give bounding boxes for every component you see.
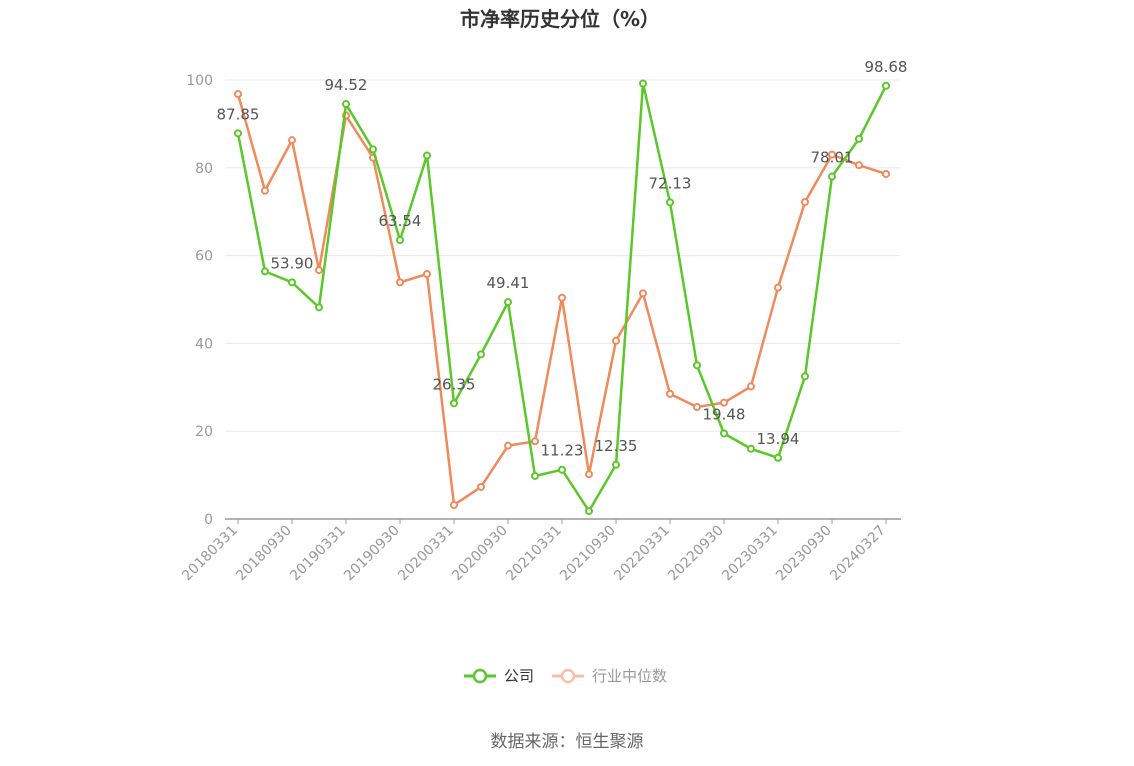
- data-point[interactable]: [342, 100, 350, 109]
- data-point[interactable]: [531, 471, 539, 480]
- data-point[interactable]: [369, 145, 377, 154]
- y-tick-label: 40: [195, 336, 213, 352]
- data-label: 98.68: [865, 58, 908, 76]
- data-point[interactable]: [504, 441, 512, 450]
- x-tick-label: 20230930: [773, 523, 835, 585]
- x-tick-label: 20190331: [287, 523, 349, 585]
- data-label: 49.41: [487, 274, 530, 292]
- legend-marker-company: [472, 668, 488, 684]
- data-point[interactable]: [666, 389, 674, 398]
- data-point[interactable]: [234, 90, 242, 99]
- series-layer: [234, 79, 890, 516]
- data-point[interactable]: [747, 382, 755, 391]
- data-label: 26.35: [433, 375, 476, 393]
- data-point[interactable]: [747, 444, 755, 453]
- data-point[interactable]: [558, 293, 566, 302]
- x-tick-label: 20180331: [179, 523, 241, 585]
- data-point[interactable]: [639, 79, 647, 88]
- x-tick-label: 20240327: [827, 523, 889, 585]
- x-tick-label: 20210930: [557, 523, 619, 585]
- legend-label-company: 公司: [504, 667, 534, 685]
- data-point[interactable]: [774, 453, 782, 462]
- x-axis: 2018033120180930201903312019093020200331…: [179, 518, 901, 585]
- legend-item-company[interactable]: 公司: [464, 667, 534, 685]
- data-point[interactable]: [855, 134, 863, 143]
- data-point[interactable]: [396, 236, 404, 245]
- y-axis: 0 20 40 60 80 100: [186, 73, 213, 528]
- data-point[interactable]: [612, 460, 620, 469]
- data-point[interactable]: [450, 500, 458, 509]
- x-tick-label: 20230331: [719, 523, 781, 585]
- data-label: 12.35: [595, 437, 638, 455]
- data-label: 63.54: [379, 212, 422, 230]
- x-tick-label: 20200331: [395, 523, 457, 585]
- series-company: [234, 79, 890, 516]
- y-tick-label: 80: [195, 161, 213, 177]
- data-point[interactable]: [315, 266, 323, 275]
- data-point[interactable]: [693, 403, 701, 412]
- data-source: 数据来源：恒生聚源: [491, 732, 644, 752]
- data-point[interactable]: [855, 161, 863, 170]
- x-tick-label: 20220930: [665, 523, 727, 585]
- data-point[interactable]: [396, 278, 404, 287]
- x-tick-label: 20180930: [233, 523, 295, 585]
- data-point[interactable]: [558, 465, 566, 474]
- data-label: 78.01: [811, 149, 854, 167]
- data-point[interactable]: [828, 172, 836, 181]
- x-tick-label: 20220331: [611, 523, 673, 585]
- data-point[interactable]: [828, 150, 836, 159]
- data-point[interactable]: [720, 429, 728, 438]
- data-point[interactable]: [882, 81, 890, 90]
- data-point[interactable]: [261, 267, 269, 276]
- data-point[interactable]: [801, 198, 809, 207]
- y-tick-label: 0: [204, 512, 213, 528]
- data-point[interactable]: [504, 298, 512, 307]
- data-point[interactable]: [585, 470, 593, 479]
- data-label: 87.85: [217, 105, 260, 123]
- chart-title: 市净率历史分位（%）: [460, 7, 660, 31]
- legend-marker-industry-median: [560, 668, 576, 684]
- series-industry-median: [234, 90, 890, 509]
- data-point[interactable]: [315, 303, 323, 312]
- data-point[interactable]: [477, 350, 485, 359]
- data-point[interactable]: [801, 372, 809, 381]
- legend-item-industry-median[interactable]: 行业中位数: [552, 667, 667, 685]
- data-label: 19.48: [703, 405, 746, 423]
- data-point[interactable]: [612, 336, 620, 345]
- y-tick-label: 20: [195, 424, 213, 440]
- data-point[interactable]: [666, 198, 674, 207]
- x-tick-label: 20210331: [503, 523, 565, 585]
- data-label: 11.23: [541, 442, 584, 460]
- data-point[interactable]: [423, 151, 431, 160]
- data-point[interactable]: [531, 437, 539, 446]
- x-tick-label: 20200930: [449, 523, 511, 585]
- data-label: 13.94: [757, 430, 800, 448]
- data-point[interactable]: [639, 289, 647, 298]
- data-label: 94.52: [325, 76, 368, 94]
- x-tick-label: 20190930: [341, 523, 403, 585]
- legend-label-industry-median: 行业中位数: [592, 667, 667, 685]
- data-point[interactable]: [882, 169, 890, 178]
- data-point[interactable]: [288, 136, 296, 145]
- data-point[interactable]: [585, 507, 593, 516]
- y-tick-label: 100: [186, 73, 213, 89]
- data-point[interactable]: [693, 361, 701, 370]
- data-point[interactable]: [234, 129, 242, 138]
- data-point[interactable]: [774, 283, 782, 292]
- data-point[interactable]: [261, 186, 269, 195]
- data-point[interactable]: [423, 270, 431, 279]
- data-labels: 87.85 53.90 94.52 63.54 26.35 49.41 11.23 12.35…: [217, 58, 908, 460]
- data-point[interactable]: [477, 482, 485, 491]
- y-tick-label: 60: [195, 249, 213, 265]
- data-point[interactable]: [720, 398, 728, 407]
- legend[interactable]: 公司 行业中位数: [464, 667, 667, 685]
- data-point[interactable]: [288, 278, 296, 287]
- data-label: 72.13: [649, 174, 692, 192]
- data-point[interactable]: [450, 399, 458, 408]
- data-label: 53.90: [271, 254, 314, 272]
